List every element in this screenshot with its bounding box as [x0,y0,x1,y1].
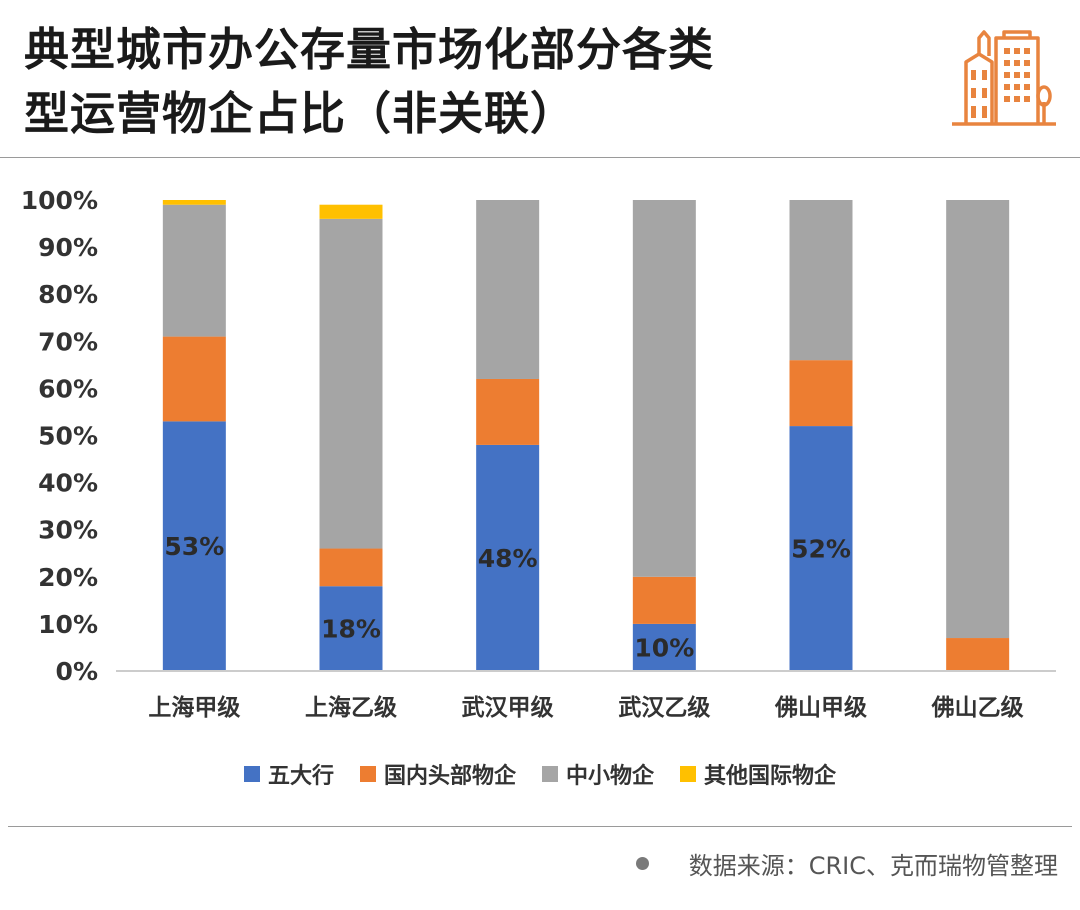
x-tick-label: 武汉乙级 [618,694,710,721]
title-line-1: 典型城市办公存量市场化部分各类 [24,23,715,76]
bar-segment [162,336,226,422]
chart-legend: 五大行 国内头部物企 中小物企 其他国际物企 [0,756,1080,792]
data-label: 18% [321,615,381,644]
bar-segment [789,360,853,427]
y-tick-label: 70% [38,327,98,356]
y-tick-label: 60% [38,374,98,403]
bar-segment [319,548,383,587]
legend-item-domestic-top: 国内头部物企 [359,758,516,790]
x-tick-label: 上海乙级 [305,694,397,721]
title-divider [0,157,1080,158]
legend-label: 中小物企 [566,764,655,789]
data-label: 10% [634,633,694,662]
legend-item-other-international: 其他国际物企 [680,758,836,790]
legend-label: 国内头部物企 [383,764,516,789]
bar-segment [946,200,1010,639]
bar-segment [162,204,226,337]
y-tick-label: 80% [38,280,98,309]
y-tick-label: 90% [38,233,98,262]
x-tick-label: 佛山甲级 [774,694,867,721]
bar-segment [319,204,383,219]
x-tick-label: 佛山乙级 [931,694,1024,721]
legend-swatch [680,766,697,782]
legend-label: 其他国际物企 [704,764,837,789]
legend-label: 五大行 [267,764,334,789]
title-line-2: 型运营物企占比（非关联） [24,87,577,140]
legend-item-small-medium: 中小物企 [542,758,654,790]
stacked-bar-chart: 0% 10% 20% 30% 40% 50% 60% 70% 80% 90% 100% 53% 上海甲级… [21,186,1056,721]
bar-segment [319,586,383,671]
bar-segment [632,200,696,577]
city-buildings-icon [952,30,1056,126]
bar-segment [789,426,853,671]
bar-segment [946,638,1010,671]
y-tick-label: 10% [38,610,98,639]
bar-segment [789,200,853,361]
bullet-dot-icon [635,857,649,870]
y-tick-label: 100% [21,186,98,215]
x-tick-label: 上海甲级 [148,694,240,721]
x-tick-label: 武汉甲级 [462,694,554,721]
bar-segment [319,218,383,549]
y-tick-label: 50% [38,422,98,451]
bar-segment [632,623,696,671]
bar-segment [476,444,540,671]
legend-swatch [542,766,558,782]
bar-segment [476,200,540,379]
source-text: 数据来源：CRIC、克而瑞物管整理 [688,852,1058,880]
bar-segment [632,576,696,624]
chart-title: 典型城市办公存量市场化部分各类 型运营物企占比（非关联） [24,18,904,146]
source-note: 数据来源：CRIC、克而瑞物管整理 [635,846,1058,881]
bar-segment [162,200,226,205]
y-tick-label: 20% [38,563,98,592]
bar-segment [162,421,226,671]
y-tick-label: 0% [56,657,98,686]
data-label: 52% [791,535,851,564]
legend-item-big-five: 五大行 [243,758,334,790]
data-label: 48% [478,544,538,573]
y-tick-label: 40% [38,469,98,498]
legend-swatch [359,766,376,782]
legend-swatch [243,766,260,782]
bar-segment [476,378,540,445]
y-tick-label: 30% [38,516,98,545]
data-label: 53% [164,532,224,561]
footer-divider [8,826,1072,827]
